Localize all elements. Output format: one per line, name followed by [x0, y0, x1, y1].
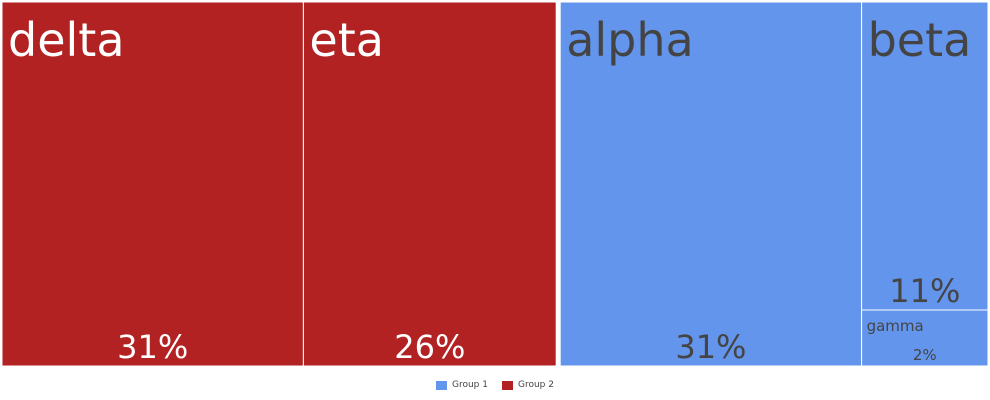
legend-swatch-group-1: [436, 380, 447, 390]
treemap-tile-alpha[interactable]: [559, 1, 863, 367]
tile-label-delta: delta: [8, 13, 125, 67]
tile-percent-beta: 11%: [889, 272, 960, 310]
legend-item-group-1[interactable]: Group 1: [436, 380, 488, 390]
treemap-tile-gamma[interactable]: [861, 309, 989, 367]
tile-label-eta: eta: [309, 13, 384, 67]
legend-label-group-1: Group 1: [452, 380, 488, 390]
treemap-tile-delta[interactable]: [1, 1, 304, 367]
treemap-chart: delta 31% eta 26% alpha 31% beta 11% gamma 2%: [1, 1, 989, 367]
legend-item-group-2[interactable]: Group 2: [502, 380, 554, 390]
tile-label-beta: beta: [868, 13, 972, 67]
tile-label-alpha: alpha: [566, 13, 694, 67]
treemap-tile-eta[interactable]: [302, 1, 557, 367]
tile-label-gamma: gamma: [867, 317, 924, 335]
treemap-tile-beta[interactable]: [861, 1, 989, 311]
legend-label-group-2: Group 2: [518, 380, 554, 390]
tile-percent-gamma: 2%: [913, 346, 937, 364]
legend-swatch-group-2: [502, 380, 513, 390]
legend: Group 1 Group 2: [0, 378, 990, 392]
tile-percent-eta: 26%: [394, 328, 465, 366]
tile-percent-delta: 31%: [117, 328, 188, 366]
tile-percent-alpha: 31%: [675, 328, 746, 366]
